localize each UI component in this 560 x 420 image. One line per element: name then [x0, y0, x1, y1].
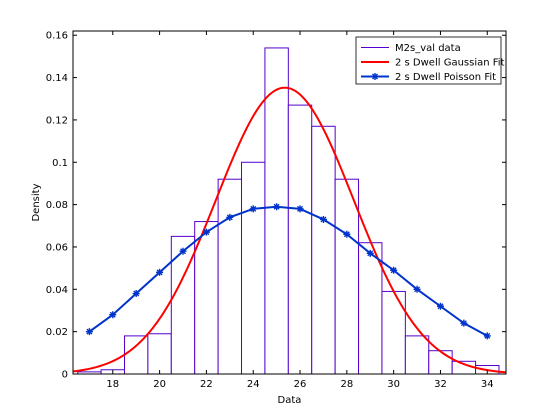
legend-marker-poisson — [371, 73, 379, 80]
legend: M2s_val data 2 s Dwell Gaussian Fit 2 s … — [355, 36, 505, 85]
legend-entry-histogram: M2s_val data — [395, 43, 461, 54]
histogram-bar-6 — [217, 178, 243, 375]
x-tick-label: 26 — [294, 379, 307, 390]
poisson-point-0 — [85, 328, 93, 336]
poisson-point-3 — [156, 268, 164, 276]
y-tick-label: 0.08 — [46, 200, 68, 211]
poisson-point-6 — [226, 213, 234, 221]
poisson-point-14 — [413, 285, 421, 293]
x-axis-label: Data — [278, 395, 302, 406]
x-tick-label: 34 — [481, 379, 494, 390]
poisson-point-9 — [296, 205, 304, 213]
y-tick-label: 0.1 — [52, 158, 68, 169]
poisson-fit-line — [88, 205, 488, 337]
y-axis-label: Density — [31, 183, 42, 221]
fit-curves — [72, 86, 507, 374]
histogram-bar-4 — [170, 235, 196, 375]
x-tick-label: 18 — [106, 379, 119, 390]
histogram-bar-12 — [358, 242, 383, 375]
poisson-point-12 — [366, 249, 374, 257]
y-tick-label: 0.14 — [46, 73, 68, 84]
y-tick-label: 0.06 — [46, 242, 68, 253]
legend-entry-gaussian: 2 s Dwell Gaussian Fit — [395, 58, 505, 69]
gaussian-fit-line — [72, 86, 507, 374]
y-tick-label: 0 — [62, 370, 68, 381]
histogram-bars — [77, 47, 500, 375]
poisson-point-13 — [390, 266, 398, 274]
poisson-point-8 — [273, 203, 281, 211]
x-tick-label: 32 — [434, 379, 447, 390]
histogram-bar-9 — [287, 104, 313, 375]
poisson-point-4 — [179, 247, 187, 255]
poisson-point-5 — [202, 228, 210, 236]
histogram-bar-3 — [147, 333, 172, 375]
poisson-point-15 — [436, 302, 444, 310]
poisson-point-1 — [109, 311, 117, 319]
poisson-point-17 — [483, 332, 491, 340]
axis-ticks: 18 20 22 24 26 28 30 32 34 0 0.02 0.04 0.06 0.08 0.1 0.… — [46, 31, 506, 390]
poisson-point-16 — [460, 319, 468, 327]
x-tick-label: 20 — [153, 379, 166, 390]
y-tick-label: 0.16 — [46, 31, 68, 42]
x-tick-label: 28 — [340, 379, 353, 390]
legend-entry-poisson: 2 s Dwell Poisson Fit — [395, 72, 496, 83]
y-tick-label: 0.12 — [46, 115, 68, 126]
poisson-point-11 — [343, 230, 351, 238]
histogram-bar-13 — [381, 290, 406, 375]
x-tick-label: 24 — [247, 379, 260, 390]
histogram-bar-2 — [123, 335, 149, 375]
histogram-bar-14 — [404, 335, 430, 375]
histogram-bar-7 — [241, 161, 266, 375]
x-tick-label: 30 — [387, 379, 400, 390]
y-tick-label: 0.02 — [46, 327, 68, 338]
poisson-point-2 — [132, 290, 140, 298]
poisson-point-7 — [249, 205, 257, 213]
y-tick-label: 0.04 — [46, 285, 68, 296]
poisson-point-10 — [319, 215, 327, 223]
histogram-bar-10 — [311, 125, 336, 375]
histogram-bar-11 — [334, 178, 360, 375]
x-tick-label: 22 — [200, 379, 213, 390]
axes-box — [72, 30, 507, 375]
